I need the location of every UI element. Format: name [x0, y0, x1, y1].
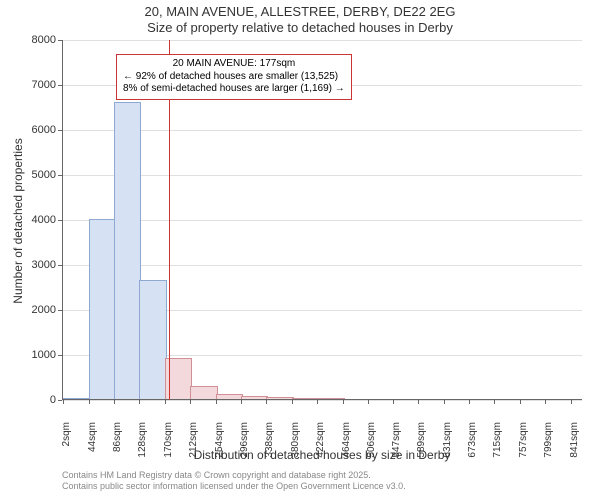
annotation-line-1: 20 MAIN AVENUE: 177sqm — [123, 58, 345, 71]
annotation-box: 20 MAIN AVENUE: 177sqm ← 92% of detached… — [116, 54, 352, 100]
y-tick-mark — [58, 400, 62, 401]
x-tick-mark — [241, 400, 242, 404]
x-tick-mark — [317, 400, 318, 404]
histogram-bar — [139, 280, 166, 400]
x-tick-mark — [292, 400, 293, 404]
x-tick-mark — [63, 400, 64, 404]
x-tick-mark — [469, 400, 470, 404]
x-tick-mark — [89, 400, 90, 404]
histogram-bar — [190, 386, 217, 401]
chart-plot-area: 0100020003000400050006000700080002sqm44s… — [62, 40, 582, 400]
annotation-line-2: ← 92% of detached houses are smaller (13… — [123, 71, 345, 84]
chart-title-1: 20, MAIN AVENUE, ALLESTREE, DERBY, DE22 … — [0, 4, 600, 20]
annotation-line-3: 8% of semi-detached houses are larger (1… — [123, 83, 345, 96]
x-tick-mark — [139, 400, 140, 404]
chart-title-2: Size of property relative to detached ho… — [0, 20, 600, 36]
x-tick-mark — [190, 400, 191, 404]
x-tick-mark — [343, 400, 344, 404]
x-tick-mark — [494, 400, 495, 404]
histogram-bar — [114, 102, 141, 400]
grid-line — [62, 40, 582, 41]
x-tick-mark — [571, 400, 572, 404]
x-tick-mark — [545, 400, 546, 404]
footer-line-1: Contains HM Land Registry data © Crown c… — [62, 470, 406, 481]
footer-note: Contains HM Land Registry data © Crown c… — [62, 470, 406, 492]
y-axis-label: Number of detached properties — [11, 131, 25, 311]
x-tick-mark — [165, 400, 166, 404]
x-axis-label: Distribution of detached houses by size … — [62, 448, 582, 462]
y-axis-line — [62, 40, 63, 400]
x-tick-mark — [266, 400, 267, 404]
x-tick-mark — [520, 400, 521, 404]
x-tick-mark — [418, 400, 419, 404]
x-tick-mark — [368, 400, 369, 404]
x-tick-mark — [393, 400, 394, 404]
x-tick-mark — [216, 400, 217, 404]
histogram-bar — [89, 219, 116, 400]
x-tick-mark — [114, 400, 115, 404]
footer-line-2: Contains public sector information licen… — [62, 481, 406, 492]
x-tick-mark — [444, 400, 445, 404]
